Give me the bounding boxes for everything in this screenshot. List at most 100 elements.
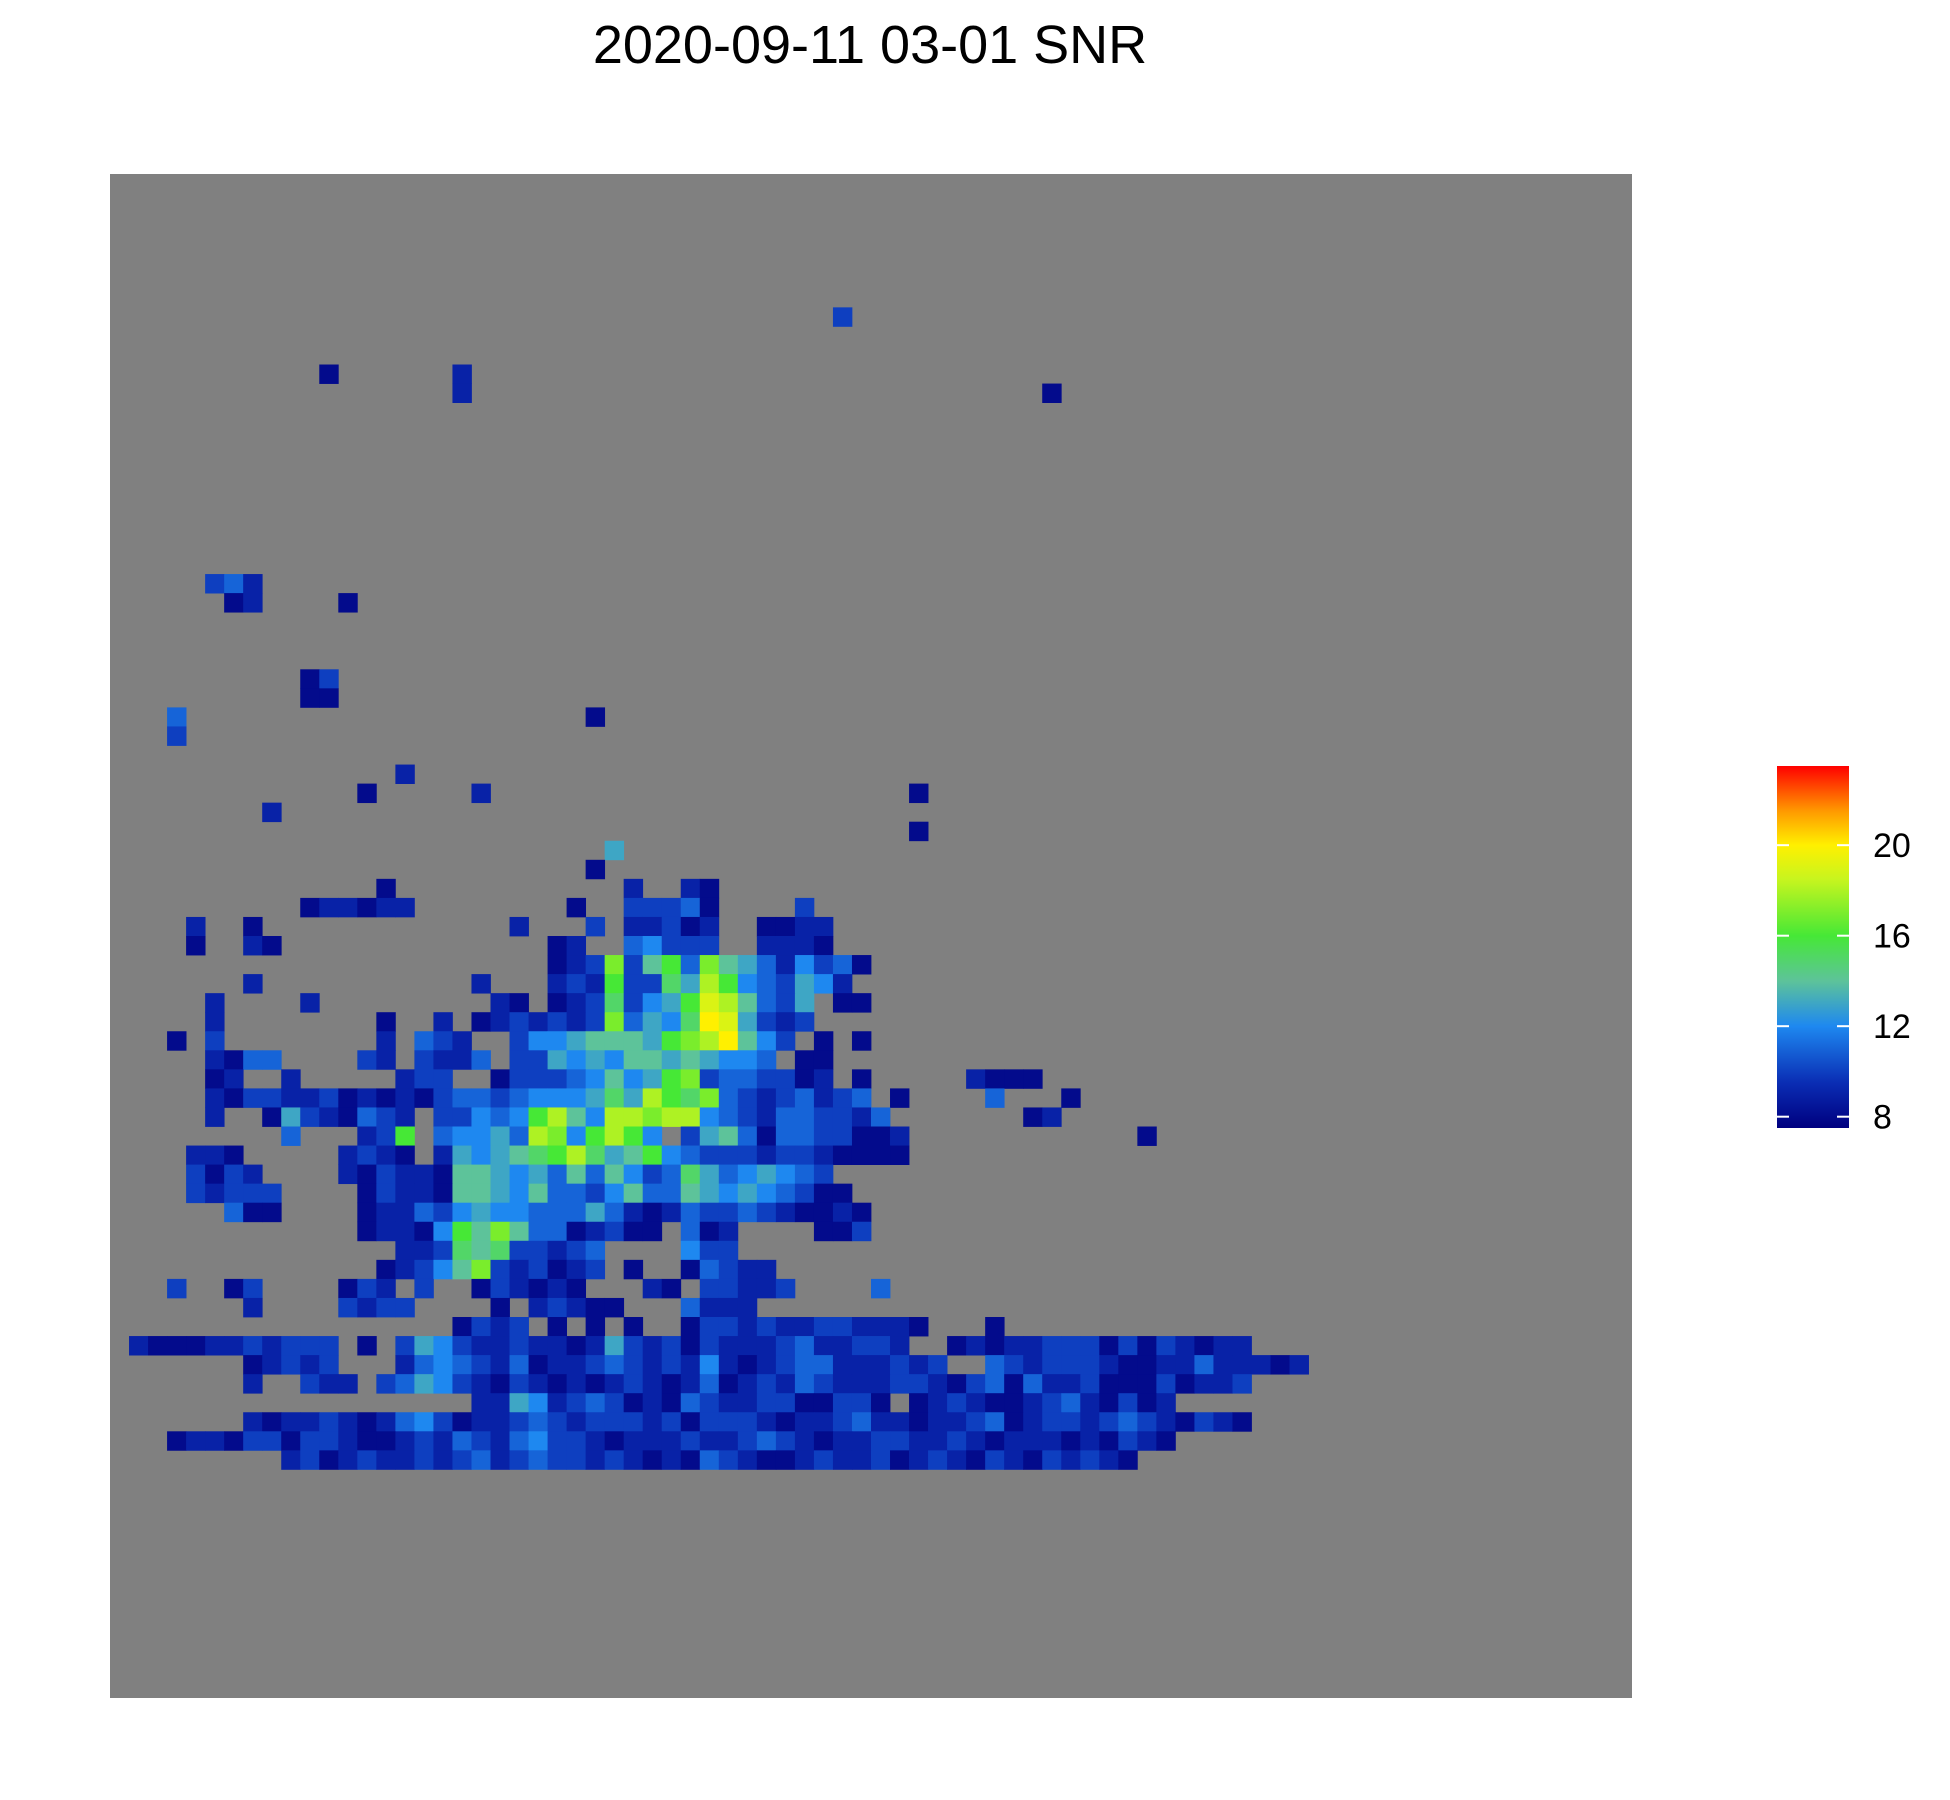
heatmap-cell	[737, 1393, 758, 1413]
heatmap-cell	[737, 1412, 758, 1432]
heatmap-cell	[642, 1202, 663, 1223]
heatmap-cell	[167, 1336, 187, 1356]
heatmap-cell	[319, 669, 339, 689]
heatmap-cell	[1194, 1374, 1214, 1394]
heatmap-cell	[851, 1202, 872, 1223]
heatmap-cell	[680, 1145, 701, 1165]
heatmap-cell	[737, 1374, 758, 1394]
heatmap-cell	[471, 1317, 491, 1337]
heatmap-cell	[661, 1183, 682, 1204]
heatmap-cell	[376, 1183, 396, 1204]
heatmap-cell	[1042, 383, 1062, 403]
heatmap-cell	[1099, 1431, 1119, 1451]
heatmap-cell	[813, 1355, 834, 1375]
heatmap-cell	[832, 1088, 853, 1108]
heatmap-cell	[224, 1088, 244, 1108]
heatmap-cell	[509, 1317, 529, 1337]
heatmap-cell	[433, 1412, 453, 1432]
heatmap-cell	[851, 1412, 872, 1432]
heatmap-cell	[756, 1050, 777, 1070]
heatmap-cell	[737, 1012, 758, 1032]
heatmap-cell	[395, 1431, 415, 1451]
heatmap-cell	[699, 1164, 720, 1185]
heatmap-cell	[680, 974, 701, 994]
heatmap-cell	[566, 1297, 587, 1318]
heatmap-cell	[490, 1317, 510, 1337]
heatmap-cell	[718, 1278, 739, 1299]
heatmap-cell	[433, 1374, 453, 1394]
heatmap-cell	[1118, 1412, 1138, 1432]
heatmap-cell	[813, 916, 834, 937]
heatmap-cell	[661, 993, 682, 1013]
heatmap-cell	[775, 1183, 796, 1204]
heatmap-cell	[566, 1164, 587, 1185]
legend-tick-label: 12	[1873, 1008, 1911, 1046]
heatmap-cell	[680, 1355, 701, 1375]
heatmap-cell	[319, 1374, 339, 1394]
heatmap-cell	[890, 1374, 910, 1394]
heatmap-cell	[718, 1050, 739, 1070]
heatmap-cell	[890, 1088, 910, 1108]
heatmap-cell	[699, 1374, 720, 1394]
heatmap-cell	[1042, 1412, 1062, 1432]
heatmap-cell	[775, 1278, 796, 1299]
heatmap-cell	[718, 1183, 739, 1204]
heatmap-cell	[1232, 1412, 1252, 1432]
heatmap-cell	[471, 1240, 491, 1261]
heatmap-cell	[718, 1240, 739, 1261]
heatmap-cell	[528, 1297, 548, 1318]
heatmap-cell	[509, 1069, 529, 1089]
heatmap-cell	[623, 974, 644, 994]
heatmap-cell	[699, 1412, 720, 1432]
heatmap-cell	[775, 993, 796, 1013]
heatmap-cell	[376, 1107, 396, 1127]
heatmap-cell	[357, 783, 377, 804]
heatmap-cell	[395, 1107, 415, 1127]
heatmap-cell	[585, 1145, 606, 1165]
heatmap-cell	[509, 1259, 529, 1280]
heatmap-cell	[490, 1221, 510, 1242]
heatmap-cell	[623, 1221, 644, 1242]
heatmap-cell	[1004, 1393, 1024, 1413]
heatmap-cell	[186, 1336, 206, 1356]
heatmap-cell	[262, 1431, 282, 1451]
heatmap-cell	[509, 1107, 529, 1127]
heatmap-cell	[1080, 1336, 1100, 1356]
heatmap-cell	[661, 1050, 682, 1070]
heatmap-cell	[794, 1012, 815, 1032]
heatmap-cell	[642, 1164, 663, 1185]
heatmap-cell	[433, 1183, 453, 1204]
heatmap-cell	[414, 1240, 434, 1261]
heatmap-cell	[528, 1012, 548, 1032]
heatmap-cell	[338, 1431, 358, 1451]
heatmap-cell	[699, 993, 720, 1013]
heatmap-cell	[566, 1050, 587, 1070]
heatmap-cell	[585, 707, 606, 727]
heatmap-cell	[547, 1336, 567, 1356]
heatmap-cell	[775, 936, 796, 956]
heatmap-cell	[813, 974, 834, 994]
heatmap-cell	[414, 1221, 434, 1242]
heatmap-cell	[985, 1088, 1005, 1108]
heatmap-cell	[604, 1393, 625, 1413]
heatmap-cell	[433, 1221, 453, 1242]
heatmap-cell	[661, 1164, 682, 1185]
heatmap-cell	[699, 1297, 720, 1318]
heatmap-cell	[528, 1107, 548, 1127]
heatmap-cell	[661, 1012, 682, 1032]
heatmap-cell	[1004, 1336, 1024, 1356]
heatmap-cell	[661, 955, 682, 975]
heatmap-cell	[300, 1412, 320, 1432]
heatmap-cell	[585, 1221, 606, 1242]
heatmap-cell	[604, 974, 625, 994]
heatmap-cell	[661, 1336, 682, 1356]
heatmap-cell	[338, 1107, 358, 1127]
heatmap-cell	[756, 1374, 777, 1394]
heatmap-cell	[262, 1202, 282, 1223]
heatmap-cell	[661, 897, 682, 918]
heatmap-cell	[376, 1088, 396, 1108]
heatmap-cell	[642, 1450, 663, 1470]
heatmap-cells	[129, 307, 1309, 1470]
heatmap-cell	[794, 1145, 815, 1165]
